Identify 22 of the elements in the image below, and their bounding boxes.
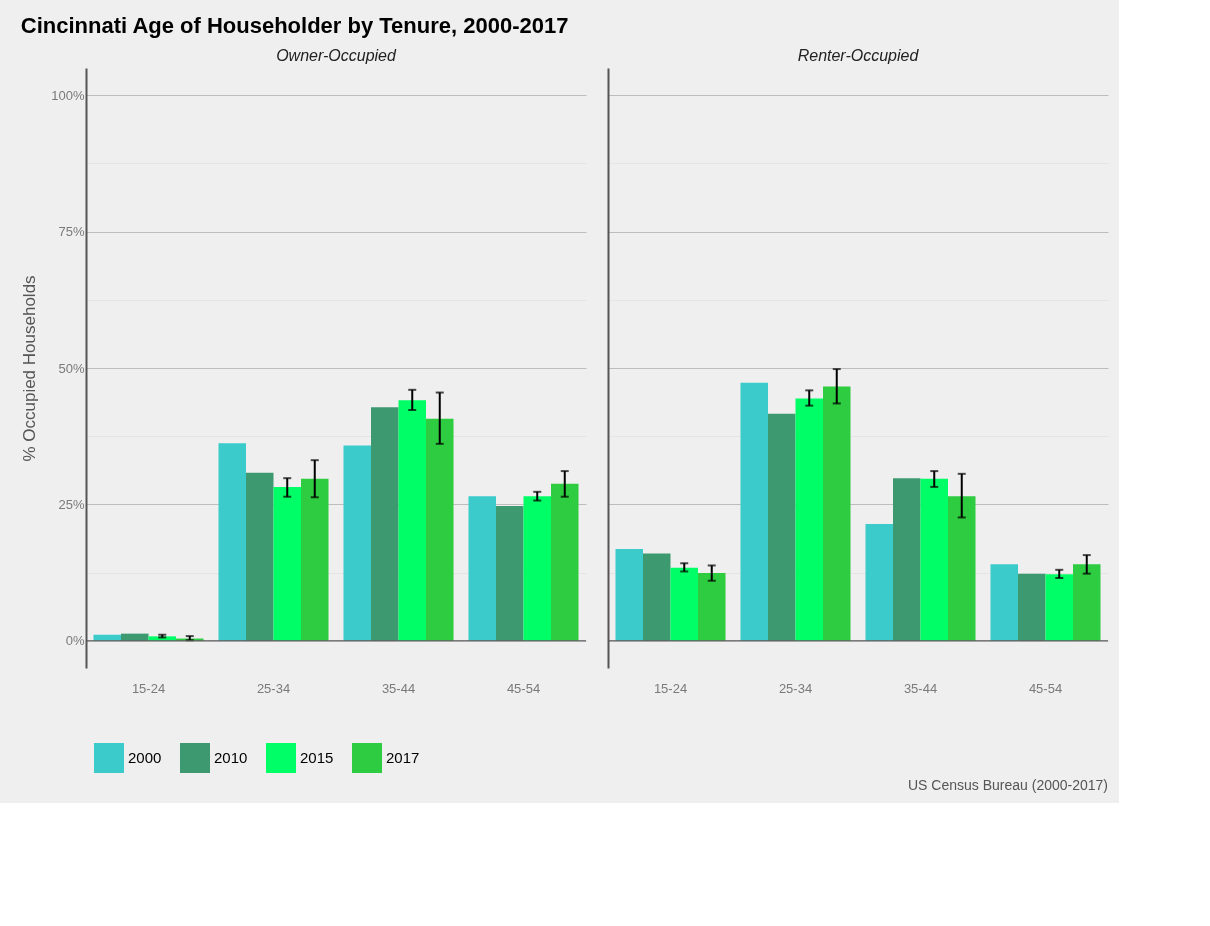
x-tick-label: 25-34: [778, 680, 813, 696]
x-tick-label: 35-44: [381, 680, 416, 696]
legend-label: 2000: [128, 749, 162, 766]
x-tick-label: 15-24: [131, 680, 166, 696]
y-tick-label: 0%: [65, 633, 85, 649]
y-tick-label: 25%: [58, 496, 85, 512]
x-tick-label: 45-54: [506, 680, 541, 696]
chart-subtitle: Owner-Occupied: [276, 47, 397, 64]
x-tick-label: 15-24: [653, 680, 688, 696]
x-tick-label: 35-44: [903, 680, 938, 696]
x-tick-label: 25-34: [256, 680, 291, 696]
y-axis-title: % Occupied Households: [20, 275, 40, 462]
text: US Census Bureau (2000-2017): [907, 777, 1108, 793]
y-tick-label: 100%: [51, 87, 85, 103]
chart-title: Cincinnati Age of Householder by Tenure, 2000-2017: [20, 13, 569, 38]
y-tick-label: 75%: [58, 224, 85, 240]
legend-label: 2010: [214, 749, 248, 766]
y-tick-label: 50%: [58, 360, 85, 376]
legend-label: 2017: [386, 749, 420, 766]
chart-subtitle: Renter-Occupied: [797, 47, 920, 64]
x-tick-label: 45-54: [1028, 680, 1063, 696]
legend-label: 2015: [300, 749, 334, 766]
